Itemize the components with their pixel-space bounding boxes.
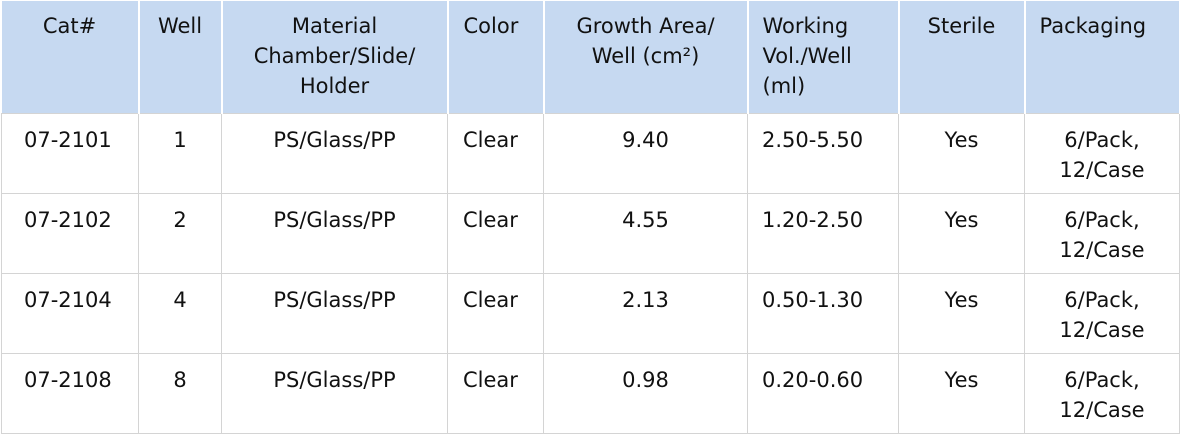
table-cell: Clear: [447, 193, 544, 274]
table-cell: Yes: [898, 353, 1025, 434]
header-cell: Color: [447, 1, 545, 114]
table-header: Cat# Well Material Chamber/Slide/ Holder Co…: [1, 1, 1181, 114]
table-cell: PS/Glass/PP: [221, 113, 448, 194]
header-cell: Working Vol./Well (ml): [747, 1, 900, 114]
table-cell: Yes: [898, 113, 1025, 194]
table-cell: 6/Pack, 12/Case: [1024, 353, 1180, 434]
table-cell: PS/Glass/PP: [221, 273, 448, 354]
table-cell: 1: [138, 113, 222, 194]
table-cell: Clear: [447, 273, 544, 354]
table-cell: 07-2104: [1, 273, 139, 354]
table-cell: 4.55: [543, 193, 748, 274]
table-body: 07-2101 1 PS/Glass/PP Clear 9.40 2.50-5.50 Yes…: [1, 113, 1180, 434]
table-cell: 0.20-0.60: [747, 353, 899, 434]
table-cell: 4: [138, 273, 222, 354]
table-cell: 2: [138, 193, 222, 274]
table-cell: Clear: [447, 113, 544, 194]
table-cell: Clear: [447, 353, 544, 434]
header-row: Cat# Well Material Chamber/Slide/ Holder Co…: [1, 1, 1181, 114]
table-cell: 2.13: [543, 273, 748, 354]
header-cell: Sterile: [898, 1, 1026, 114]
table-cell: 2.50-5.50: [747, 113, 899, 194]
table-cell: 0.98: [543, 353, 748, 434]
table-cell: PS/Glass/PP: [221, 353, 448, 434]
table-cell: 8: [138, 353, 222, 434]
table-cell: 0.50-1.30: [747, 273, 899, 354]
table-cell: 6/Pack, 12/Case: [1024, 273, 1180, 354]
table-cell: 9.40: [543, 113, 748, 194]
table-row: 07-2104 4 PS/Glass/PP Clear 2.13 0.50-1.30 Yes…: [1, 273, 1180, 354]
header-cell: Packaging: [1024, 1, 1181, 114]
table-cell: 6/Pack, 12/Case: [1024, 193, 1180, 274]
table-cell: 07-2108: [1, 353, 139, 434]
header-cell: Well: [138, 1, 223, 114]
header-cell: Material Chamber/Slide/ Holder: [221, 1, 449, 114]
table-cell: 1.20-2.50: [747, 193, 899, 274]
header-cell: Cat#: [1, 1, 140, 114]
table-cell: Yes: [898, 193, 1025, 274]
table-cell: 6/Pack, 12/Case: [1024, 113, 1180, 194]
table-row: 07-2101 1 PS/Glass/PP Clear 9.40 2.50-5.50 Yes…: [1, 113, 1180, 194]
header-cell: Growth Area/ Well (cm²): [543, 1, 749, 114]
table-cell: 07-2102: [1, 193, 139, 274]
table-row: 07-2108 8 PS/Glass/PP Clear 0.98 0.20-0.60 Yes…: [1, 353, 1180, 434]
table-row: 07-2102 2 PS/Glass/PP Clear 4.55 1.20-2.50 Yes…: [1, 193, 1180, 274]
table-cell: Yes: [898, 273, 1025, 354]
table-cell: PS/Glass/PP: [221, 193, 448, 274]
table-cell: 07-2101: [1, 113, 139, 194]
